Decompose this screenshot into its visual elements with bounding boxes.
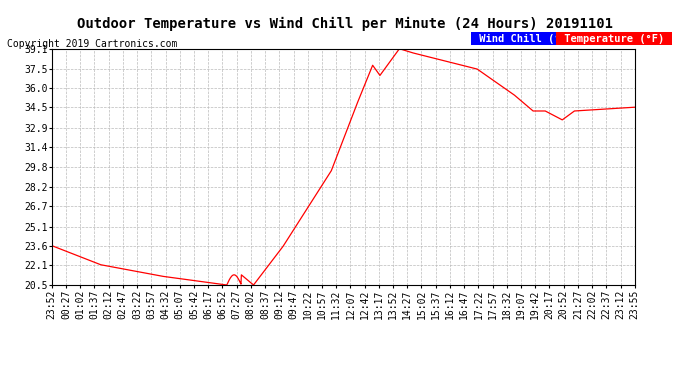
Text: Copyright 2019 Cartronics.com: Copyright 2019 Cartronics.com (7, 39, 177, 50)
Text: Temperature (°F): Temperature (°F) (558, 34, 670, 44)
Text: Wind Chill (°F): Wind Chill (°F) (473, 34, 579, 44)
Text: Outdoor Temperature vs Wind Chill per Minute (24 Hours) 20191101: Outdoor Temperature vs Wind Chill per Mi… (77, 17, 613, 31)
